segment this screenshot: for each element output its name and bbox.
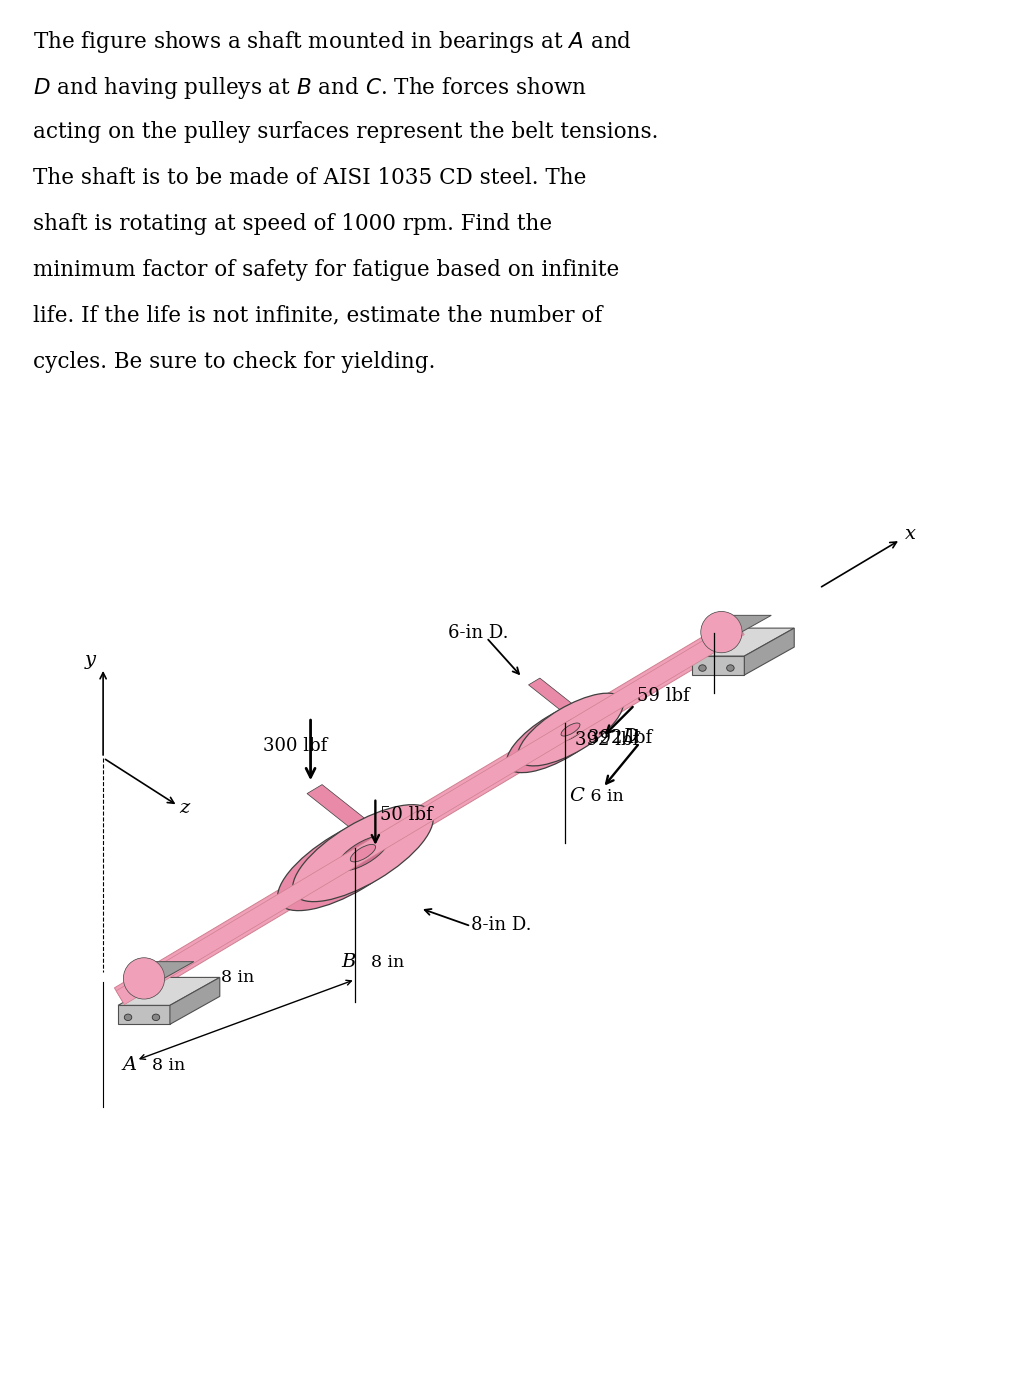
Text: 300 lbf: 300 lbf: [262, 737, 326, 755]
Ellipse shape: [518, 693, 623, 766]
Polygon shape: [170, 978, 220, 1024]
Ellipse shape: [701, 611, 742, 652]
Polygon shape: [124, 961, 194, 979]
Ellipse shape: [123, 958, 165, 1000]
Text: cycles. Be sure to check for yielding.: cycles. Be sure to check for yielding.: [34, 350, 435, 372]
Polygon shape: [744, 627, 794, 676]
Text: acting on the pulley surfaces represent the belt tensions.: acting on the pulley surfaces represent …: [34, 121, 659, 143]
Text: shaft is rotating at speed of 1000 rpm. Find the: shaft is rotating at speed of 1000 rpm. …: [34, 213, 552, 235]
Text: 59 lbf: 59 lbf: [637, 686, 690, 704]
Ellipse shape: [153, 1015, 160, 1020]
Text: 8-in D.: 8-in D.: [471, 916, 532, 934]
Text: y: y: [85, 651, 97, 669]
Text: 392 lbf: 392 lbf: [575, 730, 639, 748]
Ellipse shape: [278, 814, 418, 910]
Text: 8 in: 8 in: [141, 1057, 185, 1074]
Text: 8 in: 8 in: [371, 954, 405, 972]
Polygon shape: [115, 618, 746, 1008]
Polygon shape: [116, 621, 744, 1005]
Ellipse shape: [506, 700, 612, 773]
Text: $\mathit{D}$ and having pulleys at $\mathit{B}$ and $\mathit{C}$. The forces sho: $\mathit{D}$ and having pulleys at $\mat…: [34, 76, 587, 102]
Polygon shape: [118, 978, 220, 1005]
Polygon shape: [118, 1005, 170, 1024]
Text: B: B: [342, 953, 356, 972]
Ellipse shape: [338, 836, 388, 870]
Ellipse shape: [699, 665, 706, 671]
Text: The figure shows a shaft mounted in bearings at $\mathit{A}$ and: The figure shows a shaft mounted in bear…: [34, 29, 633, 55]
Polygon shape: [702, 615, 771, 632]
Text: 50 lbf: 50 lbf: [380, 806, 433, 824]
Text: 8 in: 8 in: [221, 969, 254, 986]
Text: z: z: [179, 799, 189, 817]
Polygon shape: [307, 784, 388, 847]
Ellipse shape: [124, 1015, 132, 1020]
Text: 392 lbf: 392 lbf: [588, 729, 652, 747]
Polygon shape: [693, 656, 744, 676]
Text: C: C: [569, 787, 584, 805]
Text: 6-in D.: 6-in D.: [448, 623, 508, 641]
Text: x: x: [904, 524, 915, 542]
Text: The shaft is to be made of AISI 1035 CD steel. The: The shaft is to be made of AISI 1035 CD …: [34, 168, 587, 189]
Polygon shape: [529, 678, 590, 725]
Polygon shape: [693, 627, 794, 656]
Text: 6 in: 6 in: [585, 788, 623, 805]
Text: D: D: [622, 728, 639, 746]
Ellipse shape: [551, 717, 590, 743]
Text: A: A: [122, 1056, 136, 1074]
Text: minimum factor of safety for fatigue based on infinite: minimum factor of safety for fatigue bas…: [34, 259, 619, 281]
Ellipse shape: [561, 724, 580, 736]
Ellipse shape: [702, 612, 741, 652]
Ellipse shape: [124, 958, 164, 998]
Ellipse shape: [350, 844, 375, 862]
Ellipse shape: [293, 805, 433, 902]
Text: life. If the life is not infinite, estimate the number of: life. If the life is not infinite, estim…: [34, 305, 603, 327]
Ellipse shape: [727, 665, 734, 671]
